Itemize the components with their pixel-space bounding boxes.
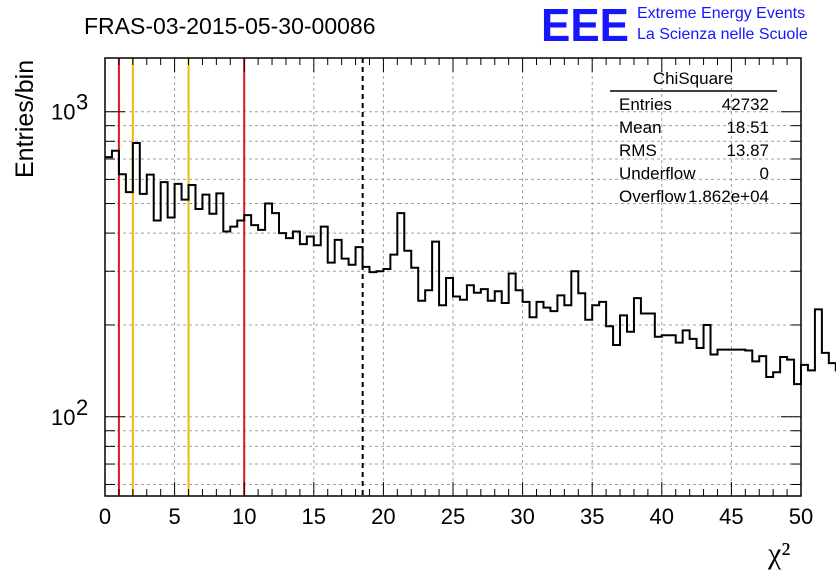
x-axis-ticks: 0 5 10 15 20 25 30 35 40 45 50 (99, 58, 813, 529)
stats-label: Mean (619, 118, 662, 137)
histogram-line (105, 141, 836, 386)
x-tick-label: 40 (650, 504, 674, 529)
x-tick-label: 20 (371, 504, 395, 529)
stats-label: Underflow (619, 164, 696, 183)
y-tick-exponent: 3 (76, 90, 88, 115)
eee-logo: EEE Extreme Energy Events La Scienza nel… (541, 0, 808, 51)
reference-lines (117, 58, 364, 496)
x-tick-label: 30 (510, 504, 534, 529)
chart-title: FRAS-03-2015-05-30-00086 (84, 13, 376, 39)
stats-rows: Entries 42732 Mean 18.51 RMS 13.87 Underflow 0 O… (619, 95, 769, 206)
x-tick-label: 35 (580, 504, 604, 529)
y-axis-label: Entries/bin (11, 60, 39, 178)
y-tick-exponent: 2 (76, 395, 88, 420)
stats-label: Overflow (619, 187, 687, 206)
stats-box: ChiSquare Entries 42732 Mean 18.51 RMS 13.87 U… (610, 69, 777, 206)
x-tick-label: 25 (441, 504, 465, 529)
x-axis-label: χ² (767, 537, 790, 570)
stats-value: 18.51 (726, 118, 769, 137)
x-tick-label: 10 (232, 504, 256, 529)
x-tick-label: 0 (99, 504, 111, 529)
x-tick-label: 50 (789, 504, 813, 529)
logo-line-2: La Scienza nelle Scuole (637, 26, 808, 43)
x-tick-label: 5 (168, 504, 180, 529)
y-tick-label: 10 (51, 405, 75, 430)
stats-name: ChiSquare (653, 69, 733, 88)
stats-label: RMS (619, 141, 657, 160)
grid (104, 58, 802, 496)
stats-value: 42732 (722, 95, 769, 114)
stats-value: 0 (760, 164, 769, 183)
stats-value: 1.862e+04 (688, 187, 769, 206)
stats-label: Entries (619, 95, 672, 114)
y-tick-label: 10 (51, 100, 75, 125)
logo-line-1: Extreme Energy Events (637, 5, 805, 22)
logo-mark: EEE (541, 0, 629, 51)
x-tick-label: 15 (302, 504, 326, 529)
x-tick-label: 45 (719, 504, 743, 529)
stats-value: 13.87 (726, 141, 769, 160)
